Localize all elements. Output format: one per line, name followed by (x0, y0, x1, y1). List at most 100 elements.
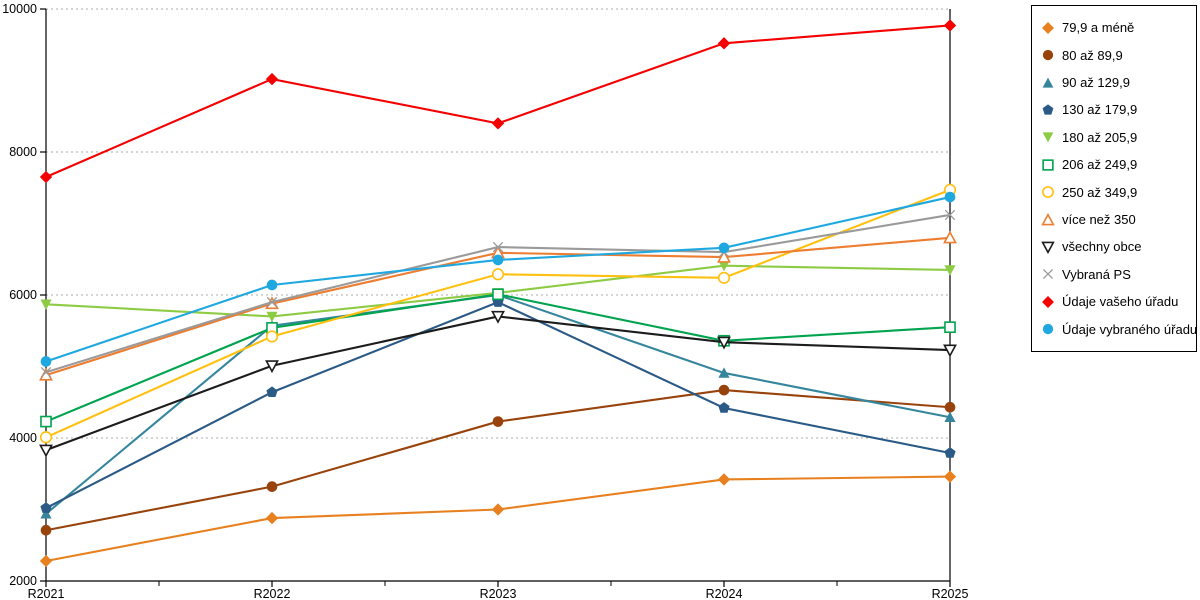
y-tick-label: 8000 (9, 145, 37, 159)
circle-marker-icon (40, 524, 52, 536)
triangle-up-legend-icon (1041, 212, 1055, 225)
x-marker-icon (40, 367, 52, 378)
pentagon-marker-icon (266, 386, 278, 397)
legend-item-label: více než 350 (1062, 212, 1136, 228)
triangle-down-marker-icon (39, 444, 53, 458)
triangle-down-marker-icon (943, 344, 957, 358)
pentagon-marker-icon (944, 447, 956, 458)
legend-item-label: Údaje vybraného úřadu (1062, 321, 1198, 337)
pentagon-legend-icon (1042, 104, 1054, 115)
triangle-down-legend-icon (1041, 241, 1055, 254)
series-line (45, 24, 951, 178)
series-udaje-vaseho-uradu (39, 19, 957, 184)
triangle-down-marker-icon (265, 360, 279, 374)
legend-item-206-az-249-9: 206 až 249,9 (1041, 157, 1192, 172)
legend-item-udaje-vaseho-uradu: Údaje vašeho úřadu (1041, 294, 1192, 309)
pentagon-marker-icon (718, 402, 730, 413)
circle-legend-icon (1042, 186, 1054, 199)
chart-canvas: 2000 4000 6000 8000 10000 R2021 R2022 R2023 R202… (2, 2, 969, 600)
legend-item-label: 130 až 179,9 (1062, 102, 1138, 118)
series-udaje-vybraneho-uradu (40, 191, 956, 367)
legend-item-79-9-a-mene: 79,9 a méně (1041, 20, 1192, 35)
diamond-marker-icon (717, 473, 731, 486)
square-marker-icon (492, 288, 504, 301)
circle-marker-icon (491, 268, 505, 281)
diamond-legend-icon (1042, 295, 1054, 308)
legend-item-vice-nez-350: více než 350 (1041, 212, 1192, 227)
legend-item-label: Vybraná PS (1062, 266, 1131, 282)
triangle-down-marker-icon (717, 336, 731, 350)
square-legend-icon (1042, 159, 1054, 171)
circle-marker-icon (40, 356, 52, 367)
circle-legend-icon (1042, 324, 1054, 335)
legend-item-130-az-179-9: 130 až 179,9 (1041, 102, 1192, 117)
diamond-marker-icon (943, 19, 957, 32)
legend-item-80-az-89-9: 80 až 89,9 (1041, 48, 1192, 63)
diamond-marker-icon (39, 170, 53, 184)
series-vsechny-obce (39, 310, 957, 458)
triangle-up-marker-icon (40, 508, 52, 519)
triangle-down-legend-icon (1042, 132, 1054, 143)
circle-marker-icon (718, 242, 730, 254)
circle-marker-icon (944, 401, 956, 413)
x-marker-icon (266, 296, 278, 308)
x-tick-label: R2024 (706, 587, 743, 600)
diamond-marker-icon (943, 470, 957, 483)
legend-item-label: 80 až 89,9 (1062, 47, 1123, 63)
circle-marker-icon (266, 279, 278, 291)
circle-marker-icon (492, 416, 504, 427)
pentagon-marker-icon (40, 502, 52, 513)
series-206-az-249-9 (40, 288, 956, 428)
x-marker-icon (944, 209, 956, 221)
series-line (45, 293, 951, 515)
x-tick-label: R2022 (254, 587, 291, 600)
circle-marker-icon (717, 271, 731, 284)
circle-marker-icon (718, 384, 730, 396)
legend-item-label: 180 až 205,9 (1062, 129, 1138, 145)
triangle-down-marker-icon (266, 311, 278, 323)
diamond-marker-icon (39, 554, 53, 568)
series-line (45, 475, 951, 563)
circle-marker-icon (266, 481, 278, 492)
legend: 79,9 a méně 80 až 89,9 90 až 129,9 130 až 1… (1031, 5, 1197, 352)
legend-item-label: Údaje vašeho úřadu (1062, 294, 1179, 310)
legend-item-label: 206 až 249,9 (1062, 157, 1138, 173)
diamond-marker-icon (265, 511, 279, 525)
legend-item-250-az-349-9: 250 až 349,9 (1041, 185, 1192, 200)
diamond-legend-icon (1042, 21, 1054, 34)
y-tick-label: 6000 (9, 288, 37, 302)
diamond-marker-icon (717, 37, 731, 50)
x-legend-icon (1042, 269, 1054, 280)
triangle-up-legend-icon (1042, 77, 1054, 88)
x-tick-label: R2023 (480, 587, 517, 600)
circle-marker-icon (944, 191, 956, 203)
line-chart: 2000 4000 6000 8000 10000 R2021 R2022 R2023 R202… (2, 2, 969, 600)
triangle-down-marker-icon (491, 310, 505, 324)
legend-item-label: 79,9 a méně (1062, 20, 1135, 36)
legend-item-vsechny-obce: všechny obce (1041, 239, 1192, 254)
triangle-down-marker-icon (718, 260, 730, 272)
series-79-9-a-mene (39, 470, 957, 568)
circle-marker-icon (265, 330, 279, 343)
diamond-marker-icon (265, 72, 279, 86)
circle-marker-icon (492, 254, 504, 266)
legend-item-90-az-129-9: 90 až 129,9 (1041, 75, 1192, 90)
y-tick-label: 10000 (2, 2, 37, 16)
series-line (45, 315, 951, 452)
triangle-up-marker-icon (944, 411, 956, 423)
triangle-up-marker-icon (718, 367, 730, 378)
x-marker-icon (492, 241, 504, 253)
series-80-az-89-9 (40, 384, 956, 536)
square-marker-icon (944, 321, 956, 334)
x-tick-label: R2025 (932, 587, 969, 600)
diamond-marker-icon (491, 117, 505, 130)
circle-legend-icon (1042, 49, 1054, 61)
legend-item-180-az-205-9: 180 až 205,9 (1041, 130, 1192, 145)
y-tick-label: 2000 (9, 574, 37, 588)
legend-item-label: 250 až 349,9 (1062, 184, 1138, 200)
legend-item-vybrana-ps: Vybraná PS (1041, 267, 1192, 282)
series-90-az-129-9 (40, 289, 956, 519)
legend-item-label: 90 až 129,9 (1062, 75, 1130, 91)
triangle-down-marker-icon (40, 299, 52, 310)
